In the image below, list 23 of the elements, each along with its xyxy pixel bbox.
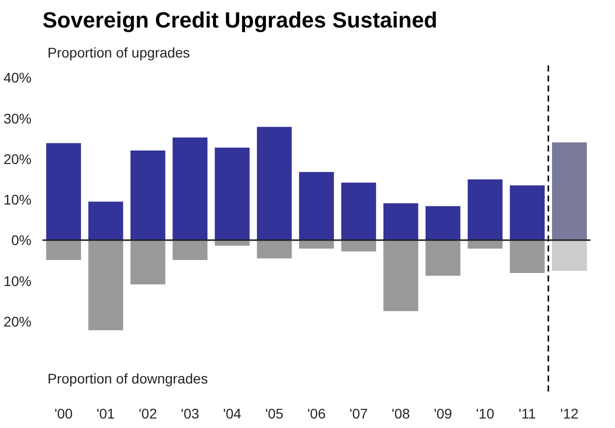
- y-tick-label: 40%: [3, 70, 32, 86]
- x-tick-label: '12: [560, 406, 579, 422]
- x-tick-label: '04: [223, 406, 242, 422]
- chart-title: Sovereign Credit Upgrades Sustained: [42, 8, 438, 32]
- y-tick-label: 20%: [3, 313, 32, 330]
- y-axis-title: Proportion of upgrades: [48, 44, 190, 60]
- x-tick-label: '01: [96, 406, 116, 422]
- x-tick-label: '08: [392, 406, 410, 422]
- x-tick-label: '06: [307, 406, 326, 422]
- y-tick-label: 20%: [3, 150, 32, 167]
- x-tick-label: '00: [54, 406, 73, 422]
- y-tick-label: 30%: [3, 110, 32, 126]
- y-tick-label: 10%: [3, 272, 32, 289]
- x-tick-label: '09: [434, 406, 452, 422]
- x-tick-label: '05: [265, 406, 284, 422]
- y-tick-label: 0%: [11, 232, 32, 248]
- x-tick-label: '03: [180, 406, 200, 422]
- annotation: Proportion of downgrades: [48, 370, 208, 386]
- x-tick-label: '11: [518, 406, 536, 422]
- x-tick-label: '02: [138, 406, 158, 422]
- y-tick-label: 10%: [3, 192, 32, 208]
- x-tick-label: '10: [476, 406, 494, 422]
- x-tick-label: '07: [350, 406, 368, 422]
